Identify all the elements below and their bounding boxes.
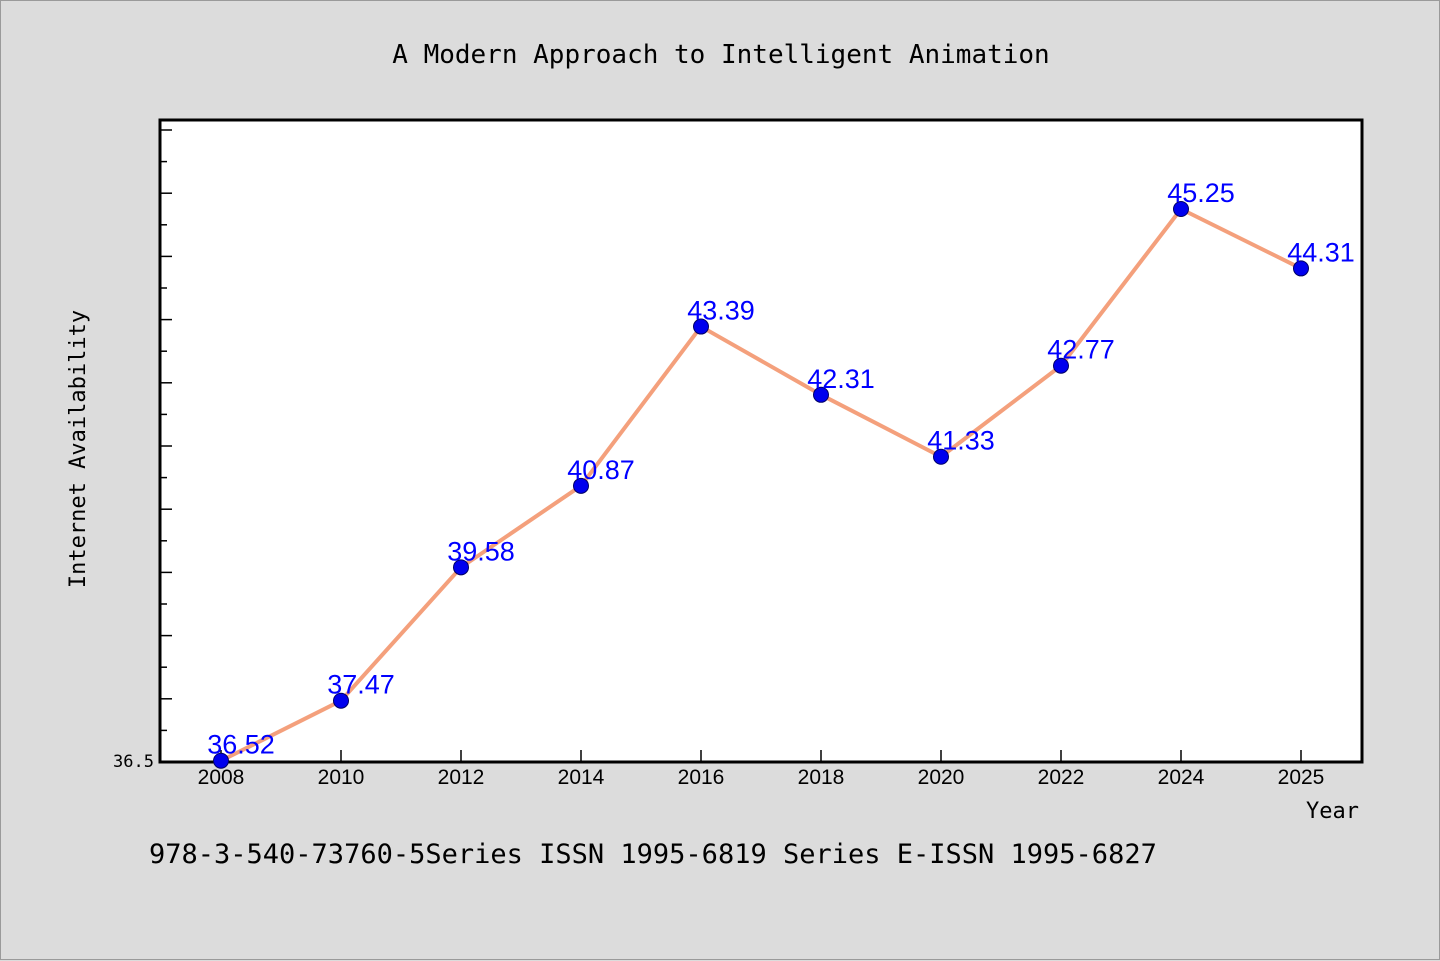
data-label: 42.31 <box>807 364 875 394</box>
plot-area <box>158 118 1364 764</box>
data-point <box>1173 201 1189 217</box>
data-point <box>813 386 829 403</box>
x-tick-label: 2012 <box>438 766 485 789</box>
data-labels: 36.52 37.47 39.58 40.87 43.39 42.31 41.33 42.77… <box>207 178 1355 760</box>
x-tick-label: 2020 <box>918 766 965 789</box>
x-axis-label: Year <box>1306 799 1359 824</box>
series-markers <box>213 201 1309 769</box>
x-tick-label: 2024 <box>1158 766 1205 789</box>
data-label: 36.52 <box>207 730 275 760</box>
data-point <box>213 752 229 769</box>
data-label: 45.25 <box>1167 178 1235 208</box>
data-point <box>453 559 469 576</box>
footer-isbn-text: 978-3-540-73760-5Series ISSN 1995-6819 S… <box>149 839 1157 870</box>
x-tick-label: 2018 <box>798 766 845 789</box>
x-tick-label: 2025 <box>1278 766 1325 789</box>
data-point <box>573 477 589 494</box>
y-axis-label: Internet Availability <box>66 310 91 588</box>
y-tick-label-min: 36.5 <box>113 752 154 772</box>
chart-title: A Modern Approach to Intelligent Animati… <box>392 40 1049 70</box>
y-axis-ticks <box>160 129 172 732</box>
data-label: 43.39 <box>687 296 755 326</box>
x-tick-label: 2016 <box>678 766 725 789</box>
data-label: 44.31 <box>1287 237 1355 267</box>
series-line <box>219 207 1303 763</box>
x-tick-label: 2008 <box>198 766 245 789</box>
data-point <box>693 318 709 335</box>
x-tick-label: 2022 <box>1038 766 1085 789</box>
data-label: 39.58 <box>447 536 515 566</box>
data-point <box>333 692 349 709</box>
data-label: 40.87 <box>567 455 635 485</box>
series-line-group <box>219 207 1303 763</box>
x-tick-label: 2014 <box>558 766 605 789</box>
data-point <box>1293 260 1309 277</box>
x-axis-ticks: 2008 2010 2012 2014 2016 2018 2020 2022 2024 2025 <box>198 750 1325 789</box>
data-point <box>933 448 949 465</box>
data-point <box>1053 357 1069 374</box>
x-tick-label: 2010 <box>318 766 365 789</box>
data-label: 42.77 <box>1047 335 1115 365</box>
data-label: 41.33 <box>927 426 995 456</box>
data-label: 37.47 <box>327 670 395 700</box>
